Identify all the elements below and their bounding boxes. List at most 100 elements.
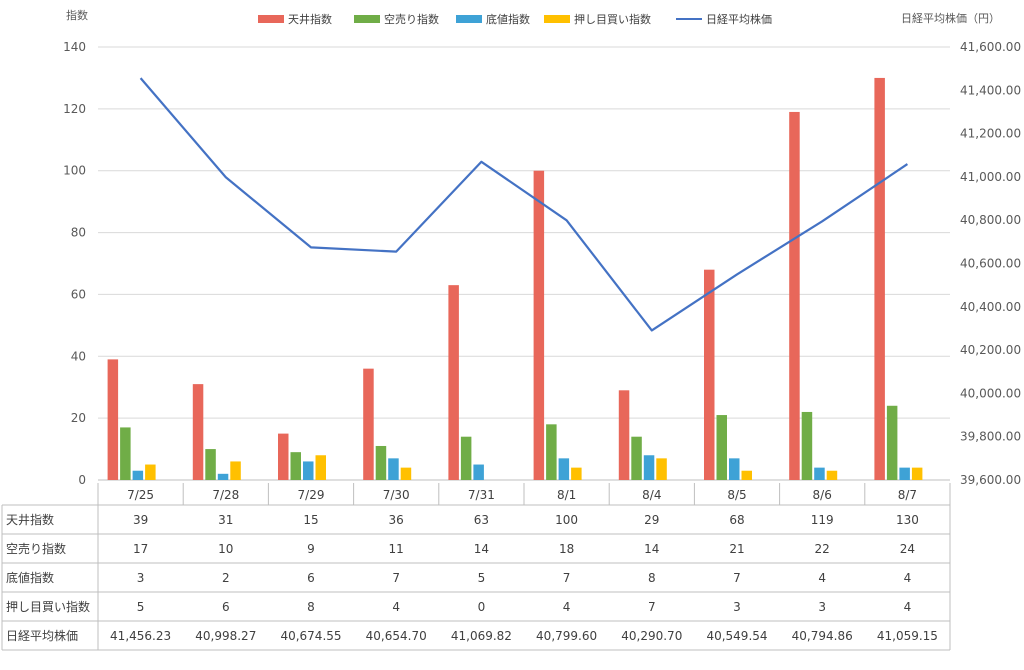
line-series — [139, 77, 909, 332]
table-cell: 4 — [904, 600, 912, 614]
table-row-label: 天井指数 — [6, 512, 54, 527]
table-row-label: 空売り指数 — [6, 541, 66, 556]
bar — [217, 473, 229, 480]
table-cell: 36 — [389, 513, 404, 527]
left-axis-title: 指数 — [66, 8, 88, 22]
table-cell: 7 — [392, 571, 400, 585]
table-cell: 15 — [303, 513, 318, 527]
bar — [120, 427, 131, 480]
table-cell: 4 — [392, 600, 400, 614]
table-cell: 40,799.60 — [536, 629, 597, 643]
bar — [315, 455, 326, 480]
table-cell: 31 — [218, 513, 233, 527]
table-cell: 3 — [818, 600, 826, 614]
left-axis-ticks: 0 20 40 60 80 100 120 140 — [63, 40, 86, 487]
table-cell: 8 — [307, 600, 315, 614]
bar — [303, 461, 314, 480]
table-cell: 14 — [474, 542, 489, 556]
bar — [363, 368, 374, 480]
bar — [826, 470, 838, 480]
bar — [400, 467, 412, 480]
table-cell: 8 — [648, 571, 656, 585]
legend-label: 底値指数 — [486, 12, 530, 26]
table-cell: 3 — [733, 600, 741, 614]
table-row-label: 底値指数 — [6, 570, 54, 585]
bar — [473, 464, 484, 480]
bar — [192, 384, 204, 480]
table-row-label: 日経平均株価 — [6, 628, 78, 643]
left-tick-label: 20 — [71, 411, 86, 425]
table-cell: 21 — [729, 542, 744, 556]
right-tick-label: 40,400.00 — [960, 300, 1021, 314]
table-cell: 41,456.23 — [110, 629, 171, 643]
table-cell: 4 — [904, 571, 912, 585]
table-cell: 40,290.70 — [621, 629, 682, 643]
bar — [558, 458, 570, 480]
table-cell: 40,654.70 — [366, 629, 427, 643]
table-cell: 22 — [815, 542, 830, 556]
table-cell: 10 — [218, 542, 233, 556]
left-tick-label: 40 — [71, 349, 86, 363]
right-tick-label: 39,800.00 — [960, 430, 1021, 444]
bar — [278, 433, 289, 480]
left-tick-label: 100 — [63, 164, 86, 178]
legend-swatch — [544, 15, 570, 23]
bar — [290, 452, 301, 480]
bar — [911, 467, 923, 480]
bar — [789, 111, 800, 480]
category-label: 7/30 — [383, 488, 410, 502]
legend-label: 天井指数 — [288, 12, 332, 26]
right-axis-ticks: 39,600.00 39,800.00 40,000.00 40,200.00 40,4… — [960, 40, 1021, 487]
category-label: 7/31 — [468, 488, 495, 502]
legend-swatch — [456, 15, 482, 23]
table-cell: 7 — [563, 571, 571, 585]
table-cell: 41,069.82 — [451, 629, 512, 643]
left-tick-label: 80 — [71, 226, 86, 240]
bar — [460, 436, 472, 480]
table-cell: 40,549.54 — [706, 629, 767, 643]
table-cell: 5 — [137, 600, 145, 614]
legend-swatch — [354, 15, 380, 23]
right-tick-label: 41,000.00 — [960, 170, 1021, 184]
data-table: 7/25 7/28 7/29 7/30 7/31 8/1 8/4 8/5 8/6 8/7 天井指数 3… — [1, 483, 951, 651]
table-cell: 24 — [900, 542, 915, 556]
table-cell: 0 — [478, 600, 486, 614]
bar — [533, 170, 545, 480]
right-tick-label: 41,600.00 — [960, 40, 1021, 54]
category-label: 8/5 — [727, 488, 746, 502]
table-cell: 7 — [648, 600, 656, 614]
category-label: 8/4 — [642, 488, 661, 502]
table-cell: 130 — [896, 513, 919, 527]
bar — [205, 449, 216, 480]
right-tick-label: 39,600.00 — [960, 473, 1021, 487]
bar — [375, 445, 387, 480]
right-tick-label: 40,200.00 — [960, 343, 1021, 357]
bar — [886, 405, 898, 480]
table-cell: 3 — [137, 571, 145, 585]
bar — [571, 467, 582, 480]
table-cell: 40,998.27 — [195, 629, 256, 643]
table-cell: 2 — [222, 571, 230, 585]
category-label: 8/1 — [557, 488, 576, 502]
bar — [145, 464, 156, 480]
table-cell: 63 — [474, 513, 489, 527]
bar — [899, 467, 910, 480]
bar — [741, 470, 752, 480]
bar — [107, 359, 119, 480]
bar — [643, 455, 655, 480]
table-cell: 4 — [563, 600, 571, 614]
legend-label: 押し目買い指数 — [574, 12, 651, 26]
category-label: 7/29 — [298, 488, 325, 502]
table-row-label: 押し目買い指数 — [6, 599, 90, 614]
bar — [618, 390, 630, 480]
gridlines — [98, 46, 950, 481]
table-cell: 100 — [555, 513, 578, 527]
right-tick-label: 40,800.00 — [960, 213, 1021, 227]
left-tick-label: 120 — [63, 102, 86, 116]
bar — [631, 436, 642, 480]
right-tick-label: 40,600.00 — [960, 257, 1021, 271]
left-tick-label: 60 — [71, 287, 86, 301]
table-cell: 4 — [818, 571, 826, 585]
category-label: 8/6 — [813, 488, 832, 502]
